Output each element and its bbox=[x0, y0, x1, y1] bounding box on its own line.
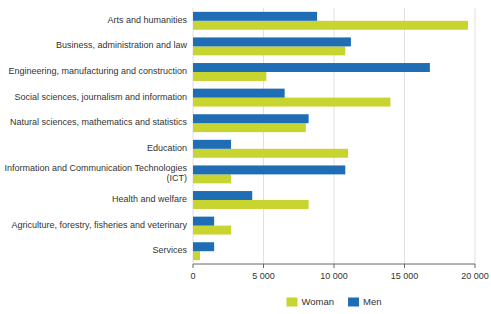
series bbox=[193, 12, 430, 251]
y-axis-labels: Arts and humanities Business, administrat… bbox=[5, 15, 188, 255]
x-axis: 0 5 000 10 000 15 000 20 000 bbox=[190, 264, 488, 281]
category-label: Information and Communication Technologi… bbox=[5, 164, 188, 184]
bar bbox=[193, 63, 430, 72]
category-label-line: (ICT) bbox=[167, 174, 188, 184]
bar bbox=[193, 165, 345, 174]
category-label-line: Agriculture, forestry, fisheries and vet… bbox=[12, 220, 188, 230]
grid-line bbox=[475, 8, 476, 264]
category-label: Business, administration and law bbox=[56, 41, 188, 51]
category-label-line: Engineering, manufacturing and construct… bbox=[8, 66, 187, 76]
category-label: Services bbox=[152, 246, 187, 256]
legend-label: Woman bbox=[301, 296, 334, 307]
bar bbox=[193, 149, 348, 158]
bar bbox=[193, 140, 231, 149]
tick-mark bbox=[193, 264, 194, 268]
legend-swatch bbox=[286, 298, 297, 307]
category-label: Social sciences, journalism and informat… bbox=[14, 92, 187, 102]
legend: Woman Men bbox=[286, 296, 381, 307]
tick-label: 5 000 bbox=[252, 271, 275, 281]
x-axis-line bbox=[193, 264, 475, 265]
category-label-line: Education bbox=[147, 143, 187, 153]
background bbox=[0, 0, 491, 314]
category-label: Arts and humanities bbox=[107, 15, 187, 25]
bar bbox=[193, 46, 345, 55]
category-label-line: Arts and humanities bbox=[107, 15, 187, 25]
chart: Arts and humanities Business, administrat… bbox=[0, 0, 491, 314]
legend-item: Woman bbox=[286, 296, 334, 307]
category-label-line: Natural sciences, mathematics and statis… bbox=[10, 118, 188, 128]
series bbox=[193, 21, 468, 260]
tick-mark bbox=[263, 264, 264, 268]
category-label: Engineering, manufacturing and construct… bbox=[8, 66, 187, 76]
bar bbox=[193, 98, 390, 107]
category-label: Agriculture, forestry, fisheries and vet… bbox=[12, 220, 188, 230]
bar bbox=[193, 123, 306, 132]
grid bbox=[193, 8, 475, 264]
bar bbox=[193, 114, 309, 123]
category-label-line: Services bbox=[152, 246, 187, 256]
tick-label: 20 000 bbox=[461, 271, 489, 281]
tick-mark bbox=[475, 264, 476, 268]
tick-label: 15 000 bbox=[391, 271, 419, 281]
category-label: Health and welfare bbox=[112, 194, 187, 204]
legend-swatch bbox=[348, 298, 359, 307]
bar bbox=[193, 37, 351, 46]
tick-label: 0 bbox=[190, 271, 195, 281]
bars bbox=[193, 12, 468, 260]
category-label: Natural sciences, mathematics and statis… bbox=[10, 118, 188, 128]
bar bbox=[193, 242, 214, 251]
bar bbox=[193, 226, 231, 235]
tick-mark bbox=[404, 264, 405, 268]
category-label-line: Health and welfare bbox=[112, 194, 187, 204]
bar bbox=[193, 251, 200, 260]
chart-container: Arts and humanities Business, administrat… bbox=[0, 0, 491, 314]
bar bbox=[193, 217, 214, 226]
bar bbox=[193, 174, 231, 183]
category-label-line: Information and Communication Technologi… bbox=[5, 164, 188, 174]
tick-mark bbox=[334, 264, 335, 268]
legend-item: Men bbox=[348, 296, 381, 307]
category-label-line: Business, administration and law bbox=[56, 41, 188, 51]
tick-label: 10 000 bbox=[320, 271, 348, 281]
grid-line bbox=[404, 8, 405, 264]
bar bbox=[193, 72, 266, 81]
category-label-line: Social sciences, journalism and informat… bbox=[14, 92, 187, 102]
bar bbox=[193, 200, 309, 209]
bar bbox=[193, 191, 252, 200]
bar bbox=[193, 21, 468, 30]
legend-label: Men bbox=[363, 296, 381, 307]
category-label: Education bbox=[147, 143, 187, 153]
bar bbox=[193, 12, 317, 21]
bar bbox=[193, 89, 285, 98]
